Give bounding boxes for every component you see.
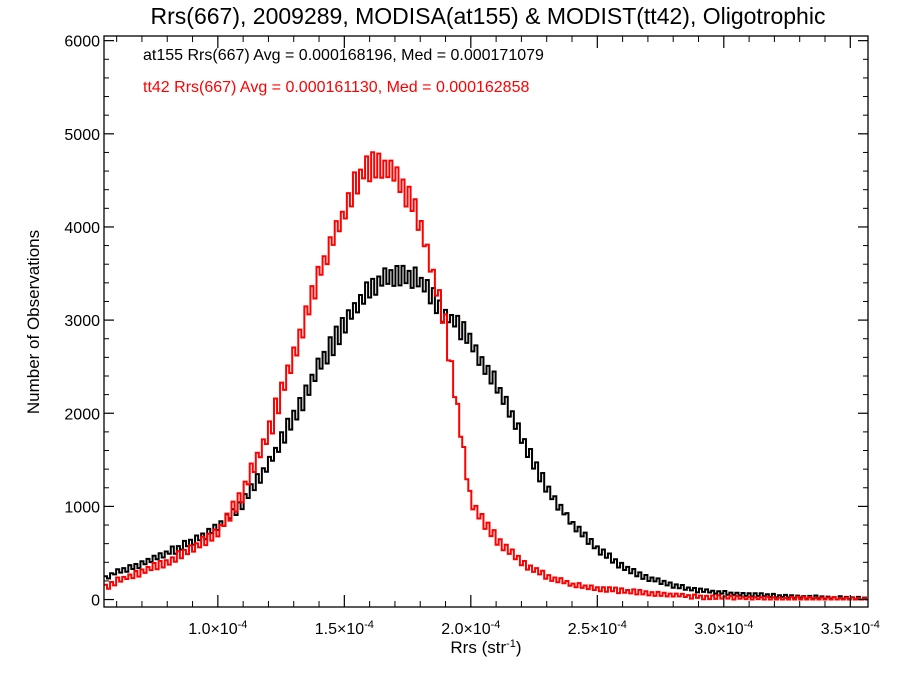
x-axis-label: Rrs (str-1) xyxy=(450,638,521,657)
chart-title: Rrs(667), 2009289, MODISA(at155) & MODIS… xyxy=(151,3,826,29)
x-tick-times: ×10 xyxy=(590,621,617,638)
y-tick-label: 3000 xyxy=(64,313,100,330)
y-axis-ticks: 0 1000 2000 3000 4000 5000 6000 xyxy=(64,34,868,610)
y-tick-label: 4000 xyxy=(64,220,100,237)
y-tick-label: 0 xyxy=(91,593,100,610)
x-tick-label: 2.5×10-4 xyxy=(568,619,627,638)
stat-line-tt42: tt42 Rrs(667) Avg = 0.000161130, Med = 0… xyxy=(143,79,529,96)
x-tick-mantissa: 2.5 xyxy=(568,621,590,638)
x-tick-times: ×10 xyxy=(337,621,364,638)
y-tick-label: 5000 xyxy=(64,127,100,144)
x-tick-mantissa: 3.5 xyxy=(821,621,843,638)
y-axis-label: Number of Observations xyxy=(24,230,43,414)
plot-frame xyxy=(103,35,869,608)
x-tick-label: 1.0×10-4 xyxy=(188,619,247,638)
x-tick-times: ×10 xyxy=(463,621,490,638)
x-tick-label: 3.5×10-4 xyxy=(821,619,880,638)
x-tick-times: ×10 xyxy=(843,621,870,638)
x-tick-exponent: -4 xyxy=(238,619,248,631)
x-tick-times: ×10 xyxy=(716,621,743,638)
y-tick-label: 2000 xyxy=(64,406,100,423)
x-tick-exponent: -4 xyxy=(744,619,754,631)
x-tick-times: ×10 xyxy=(211,621,238,638)
histogram-series-0 xyxy=(104,264,868,601)
x-tick-label: 1.5×10-4 xyxy=(315,619,374,638)
x-tick-label: 3.0×10-4 xyxy=(694,619,753,638)
x-tick-mantissa: 1.5 xyxy=(315,621,337,638)
x-tick-exponent: -4 xyxy=(364,619,374,631)
y-tick-label: 1000 xyxy=(64,499,100,516)
x-tick-mantissa: 2.0 xyxy=(441,621,463,638)
x-axis-ticks: 1.0×10-4 1.5×10-4 2.0×10-4 2.5×10-4 3.0×10-4… xyxy=(116,36,880,638)
x-tick-mantissa: 1.0 xyxy=(188,621,210,638)
series-layer xyxy=(104,151,868,601)
x-axis-label-sup: -1 xyxy=(506,638,516,650)
x-axis-label-end: ) xyxy=(516,638,522,657)
x-tick-label: 2.0×10-4 xyxy=(441,619,500,638)
y-tick-label: 6000 xyxy=(64,34,100,51)
x-axis-label-main: Rrs (str xyxy=(450,638,506,657)
x-tick-exponent: -4 xyxy=(491,619,501,631)
x-tick-mantissa: 3.0 xyxy=(694,621,716,638)
plot-area: 1.0×10-4 1.5×10-4 2.0×10-4 2.5×10-4 3.0×10-4… xyxy=(64,34,879,638)
histogram-series-1 xyxy=(104,151,868,601)
stat-line-at155: at155 Rrs(667) Avg = 0.000168196, Med = … xyxy=(143,47,544,64)
x-tick-exponent: -4 xyxy=(870,619,880,631)
x-tick-exponent: -4 xyxy=(617,619,627,631)
